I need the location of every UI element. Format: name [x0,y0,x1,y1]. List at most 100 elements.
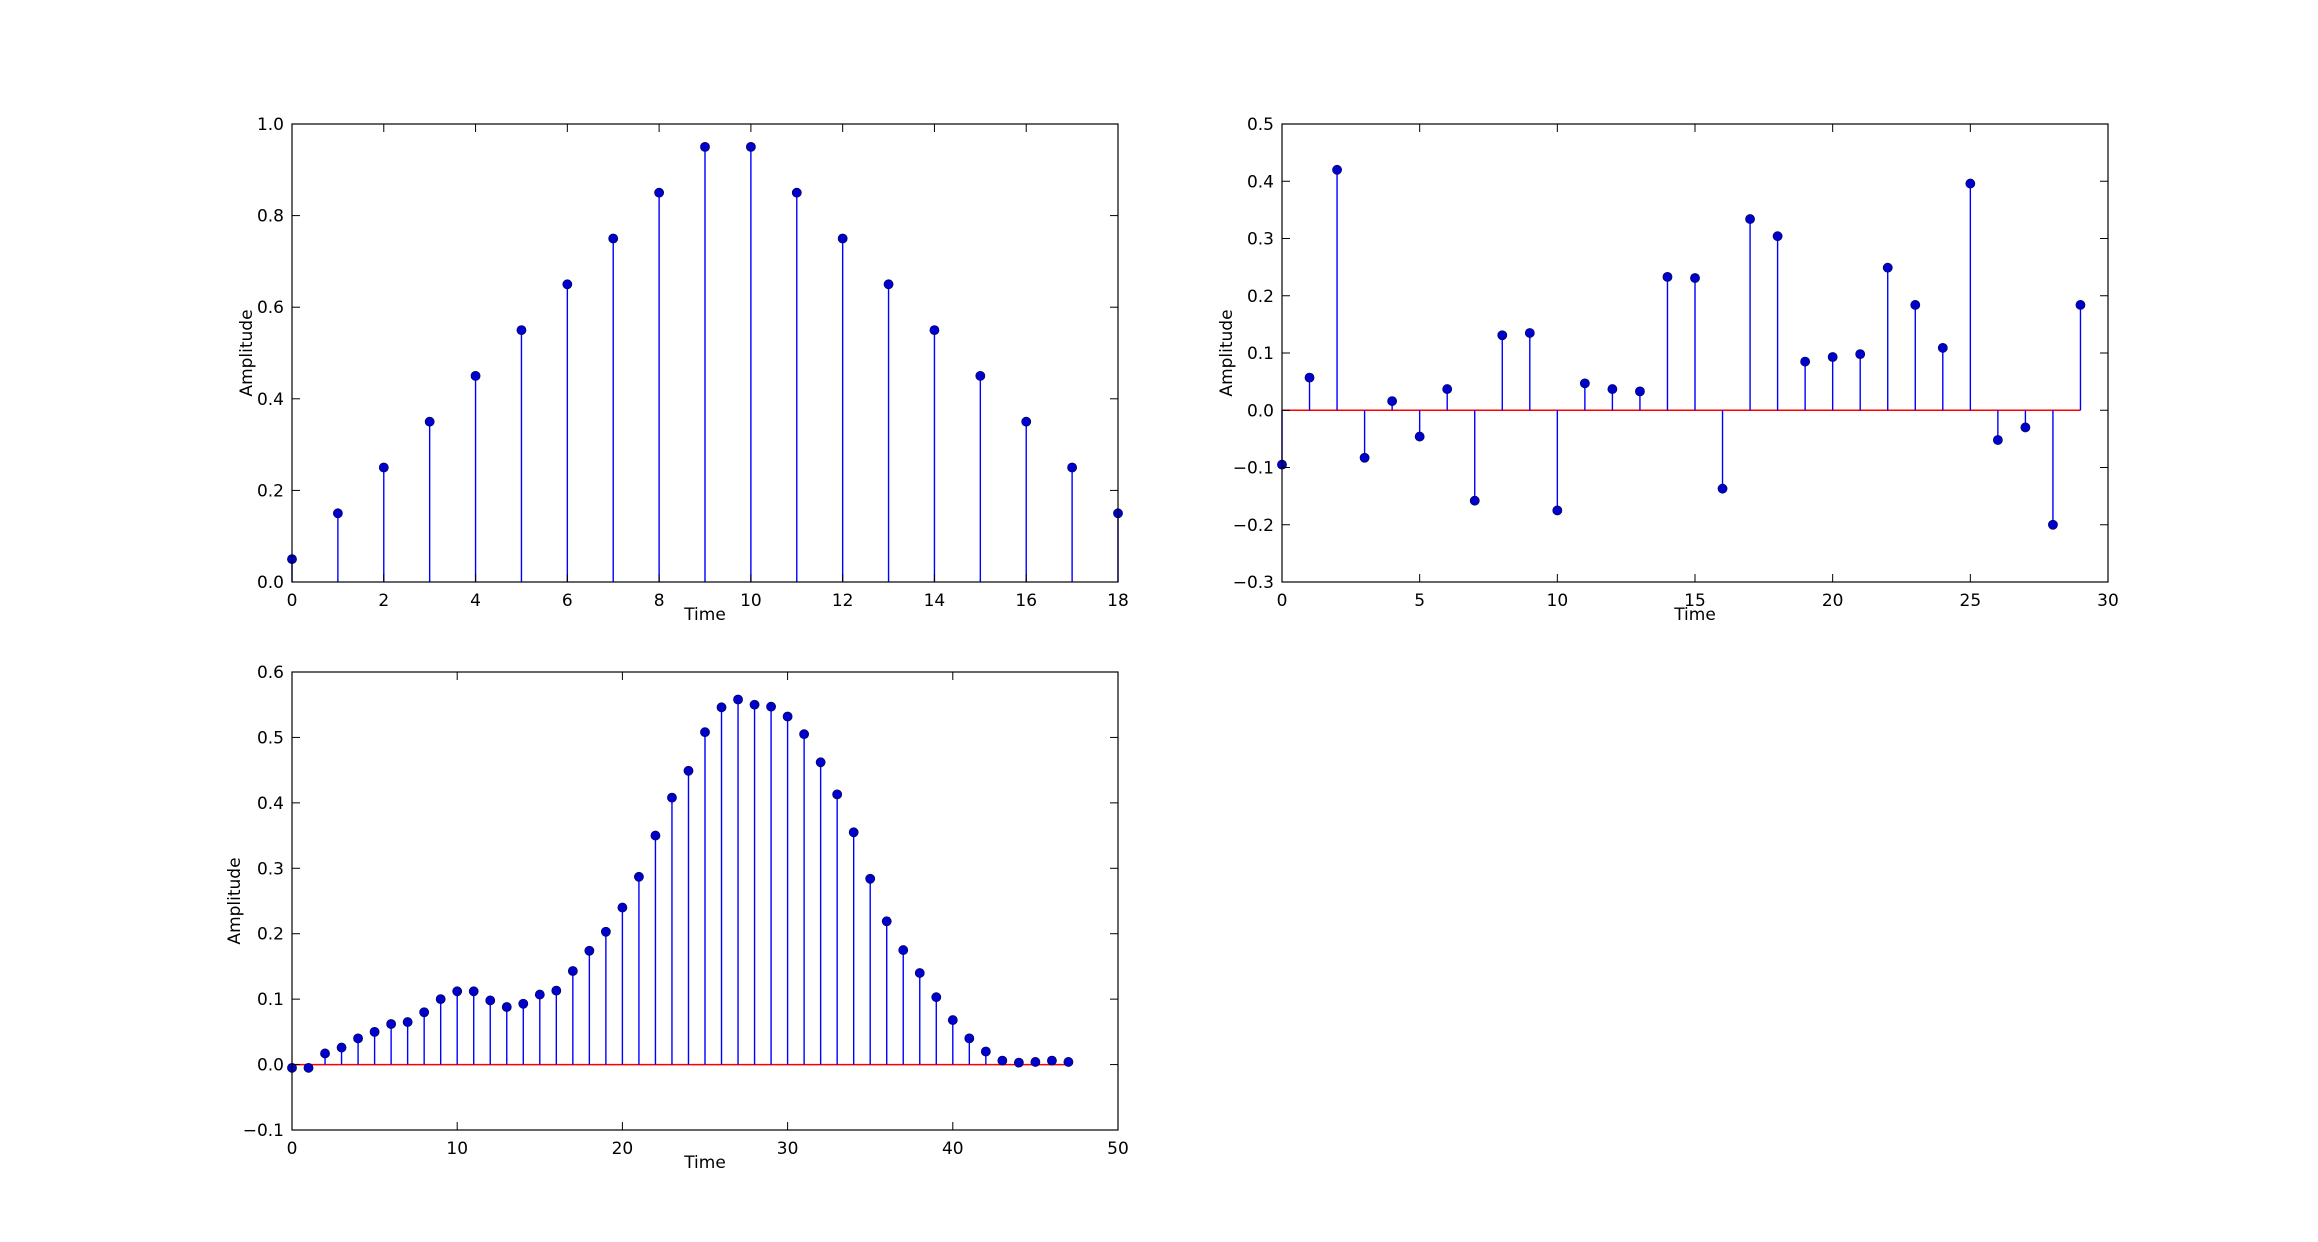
x-tick-label: 10 [446,1139,468,1159]
stem-marker [832,789,843,800]
stem-marker [799,729,810,740]
stem-marker [1387,396,1398,406]
stems-layer [291,146,1119,582]
stem-marker [791,187,802,198]
stem-marker [584,945,595,956]
x-tick-label: 8 [654,591,665,611]
stem-marker [1800,356,1811,367]
stem-marker [600,926,611,937]
y-tick-label: 0.4 [257,794,284,814]
stem-marker [749,699,760,710]
x-tick-label: 25 [1960,591,1982,611]
stem-marker [332,508,343,519]
stem-marker [947,1015,958,1025]
stem-marker [1030,1057,1041,1067]
x-axis-label: Time [1673,605,1716,625]
y-tick-label: 0.5 [1247,115,1274,135]
stem-marker [470,370,481,381]
x-tick-label: 6 [562,591,573,611]
stem-marker [2075,300,2086,310]
subplot-3: 0 10 20 30 40 50 −0.1 0.0 0.1 0.2 0.3 0.4 0.5 0.6 Ti… [225,663,1129,1173]
stem-marker [1552,505,1563,516]
stem-marker [980,1046,991,1057]
x-ticks: 0 10 20 30 40 50 [287,672,1129,1159]
stem-marker [617,902,628,913]
y-tick-label: 0.1 [1247,344,1274,364]
y-tick-label: −0.1 [1233,459,1274,479]
y-tick-label: 0.2 [1247,287,1274,307]
stem-marker [534,989,545,1000]
stem-marker [815,757,826,768]
stem-marker [1662,271,1673,282]
markers-layer [1277,164,2086,530]
y-ticks: −0.3 −0.2 −0.1 0.0 0.1 0.2 0.3 0.4 0.5 [1233,115,2108,593]
stem-marker [369,1026,380,1037]
stem-marker [320,1048,330,1059]
stem-marker [1910,300,1921,310]
stem-marker [1772,231,1783,242]
stem-marker [667,792,677,803]
stem-marker [518,998,529,1009]
stem-marker [1497,330,1508,341]
x-tick-label: 50 [1107,1139,1129,1159]
stem-marker [336,1042,347,1053]
x-tick-label: 12 [832,591,854,611]
stem-marker [929,325,940,335]
stem-marker [997,1055,1008,1066]
x-tick-label: 2 [378,591,389,611]
y-tick-label: 0.8 [257,207,284,227]
stem-marker [700,141,710,152]
y-ticks: −0.1 0.0 0.1 0.2 0.3 0.4 0.5 0.6 [243,663,1118,1141]
x-axis-label: Time [683,605,726,625]
y-tick-label: 0.0 [1247,401,1274,421]
stem-marker [562,279,573,290]
stem-marker [837,233,848,244]
stem-marker [2048,519,2058,530]
stem-marker [1359,452,1370,463]
x-tick-label: 16 [1015,591,1037,611]
y-tick-label: 0.6 [257,663,284,683]
stem-marker [766,701,776,712]
x-tick-label: 0 [287,591,298,611]
stem-marker [402,1017,413,1027]
stem-marker [848,827,859,838]
stem-marker [468,986,479,997]
x-tick-label: 18 [1107,591,1129,611]
stem-marker [1013,1057,1024,1068]
stem-marker [1882,262,1893,273]
stem-marker [654,187,665,198]
x-tick-label: 30 [777,1139,799,1159]
stem-marker [435,994,446,1005]
y-axis-label: Amplitude [225,857,245,944]
stem-marker [516,325,527,335]
stem-marker [1442,384,1453,394]
x-tick-label: 0 [287,1139,298,1159]
stem-marker [931,992,942,1003]
stem-marker [914,968,925,978]
stem-marker [1332,164,1342,175]
stem-marker [1047,1055,1057,1066]
stem-marker [303,1062,314,1073]
axes-frame [291,671,1119,1131]
x-tick-label: 5 [1414,591,1425,611]
stem-marker [608,233,619,244]
stem-marker [650,830,661,841]
stem-marker [716,702,727,713]
stem-marker [551,985,562,996]
y-axis-label: Amplitude [237,309,257,396]
x-ticks: 0 5 10 15 20 25 30 [1277,124,2119,611]
markers-layer [287,141,1123,564]
stems-layer [291,699,1070,1068]
stem-marker [898,945,909,955]
y-tick-label: −0.1 [243,1121,284,1141]
stem-marker [865,873,876,884]
stem-marker [1937,342,1948,353]
stem-marker [1021,416,1032,427]
stem-marker [353,1033,363,1044]
x-tick-label: 4 [470,591,481,611]
y-tick-label: 1.0 [257,115,284,135]
y-tick-label: 0.5 [257,728,284,748]
stem-marker [1855,349,1866,360]
